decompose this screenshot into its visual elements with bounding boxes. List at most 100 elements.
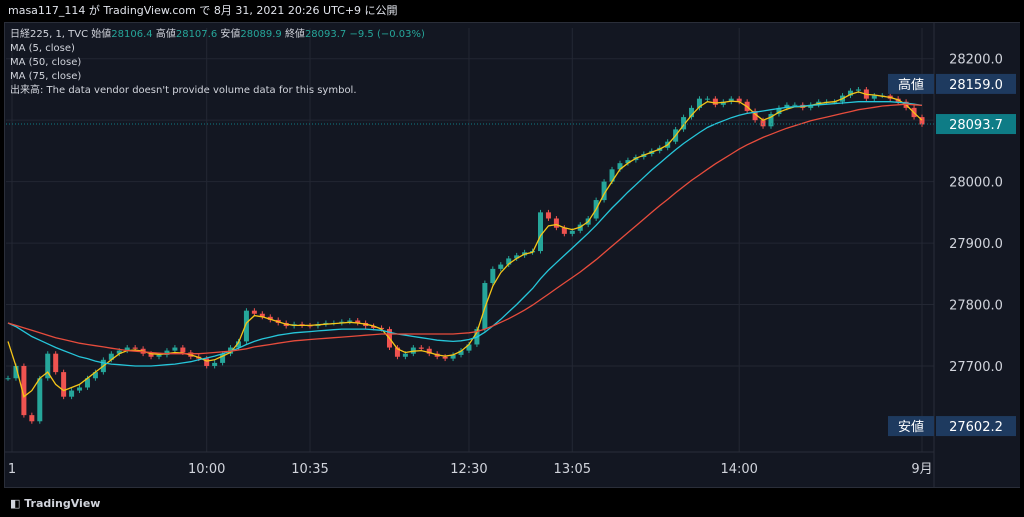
low-tag-bg [888,416,934,437]
open-label: 始値 [91,29,112,40]
time-tick-label: 9月 [911,462,932,477]
candle-body [132,347,138,349]
low-value-bg [936,416,1016,437]
candle-body [625,160,631,164]
candle-body [204,358,210,366]
candle-body [394,347,400,357]
legend-ma5[interactable]: MA (5, close) [10,43,75,54]
candle-body [498,264,504,269]
price-tick-label: 28000.0 [949,176,1003,191]
time-tick-label: 14:00 [720,462,757,477]
candle-body [752,110,758,121]
candle-body [855,89,861,91]
candle-body [37,378,43,422]
chart-frame [4,22,1020,488]
candle-body [418,347,424,349]
candle-body [553,218,559,228]
footer-bar [0,490,1024,517]
time-tick-label: 10:35 [291,462,328,477]
high-tag-label: 高値 [898,77,924,93]
high-value-bg [936,73,1016,94]
time-tick-label: 1 [8,462,16,477]
candle-body [609,169,615,182]
candle-body [808,104,814,108]
candle-body [172,347,178,351]
high-value: 28159.0 [949,78,1003,93]
candle-body [92,372,98,379]
low-value: 27602.2 [949,420,1003,435]
candle-body [180,347,186,353]
candle-body [466,344,472,351]
candle-body [538,212,544,252]
high-value: 28107.6 [175,29,218,40]
close-value: 28093.7 [304,29,347,40]
price-tick-label: 27800.0 [949,299,1003,314]
candle-body [251,310,257,314]
candle-body [355,320,361,323]
candle-body [426,348,432,354]
candle-body [69,390,75,397]
candle-body [212,362,218,366]
candle-body [243,310,249,342]
price-axis-bg [934,23,1020,487]
tradingview-logo-icon: ◧ [10,497,21,510]
candle-body [792,104,798,106]
candle-body [61,372,67,397]
brand-name: TradingView [24,497,101,510]
candle-body [617,163,623,170]
candle-body [728,98,734,102]
candle-body [458,350,464,355]
candle-body [371,326,377,328]
symbol-label: 日経225, 1, TVC [10,29,89,40]
candle-body [514,255,520,259]
candle-body [164,350,170,355]
candle-body [5,378,11,380]
candle-body [259,313,265,317]
price-tick-label: 28200.0 [949,53,1003,68]
close-label: 終値 [284,29,305,40]
candle-body [768,114,774,127]
chart-legend: 日経225, 1, TVC 始値28106.4 高値28107.6 安値2808… [10,28,425,98]
candle-body [506,258,512,265]
candle-body [442,356,448,359]
high-label: 高値 [155,29,176,40]
time-axis: 1 10:00 10:35 12:30 13:05 14:00 9月 [4,451,934,477]
candle-body [29,415,35,422]
candle-body [124,347,130,351]
candle-body [569,230,575,234]
candle-body [720,101,726,105]
tradingview-brand[interactable]: ◧ TradingView [10,497,100,510]
change-value: −9.5 (−0.03%) [349,29,425,40]
candle-body [402,353,408,357]
candle-body [156,354,162,357]
candle-body [681,117,687,130]
candle-body [45,353,51,379]
candle-body [77,387,83,391]
candle-body [108,353,114,360]
ohlc-row: 日経225, 1, TVC 始値28106.4 高値28107.6 安値2808… [10,28,425,42]
candle-body [736,98,742,102]
low-label: 安値 [220,29,241,40]
low-tag-label: 安値 [898,419,924,435]
high-tag-bg [888,73,934,94]
candle-body [13,365,19,379]
candle-body [347,320,353,322]
price-axis: 28200.028100.028000.027900.027800.027700… [933,23,1020,487]
candle-body [235,341,241,348]
candle-body [712,98,718,105]
ma-line-50 [7,101,923,367]
candle-body [267,316,273,320]
volume-note: 出来高: The data vendor doesn't provide vol… [10,85,357,96]
time-tick-label: 10:00 [188,462,225,477]
legend-ma50[interactable]: MA (50, close) [10,57,82,68]
candle-body [760,120,766,127]
time-tick-label: 13:05 [554,462,591,477]
moving-averages [7,91,923,398]
candle-body [847,90,853,96]
candle-body [84,378,90,388]
last-value: 28093.7 [949,118,1003,133]
publish-header: masa117_114 が TradingView.com で 8月 31, 2… [0,0,1024,22]
candle-body [601,181,607,201]
legend-ma75[interactable]: MA (75, close) [10,71,82,82]
